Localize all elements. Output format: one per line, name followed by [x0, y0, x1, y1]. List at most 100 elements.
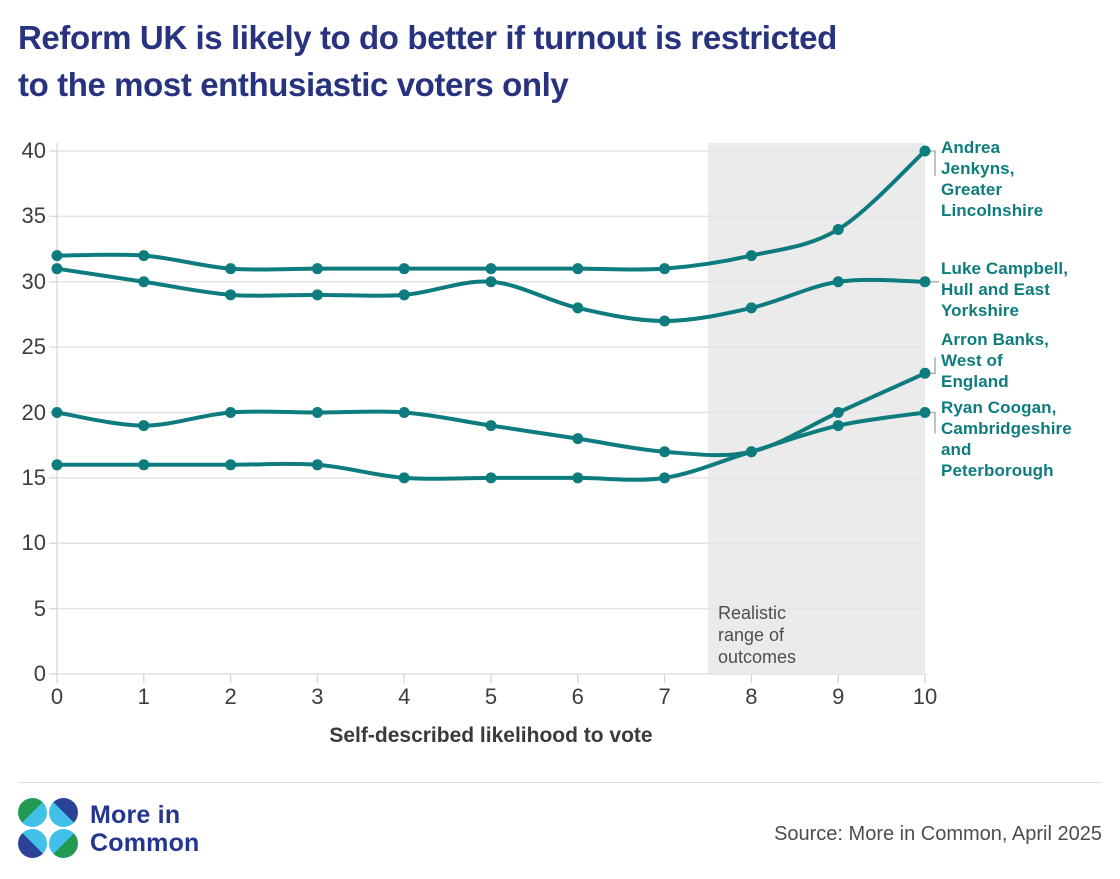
series-label-line: Yorkshire — [941, 301, 1020, 320]
data-point — [919, 276, 931, 288]
data-point — [659, 263, 671, 275]
y-tick-label: 25 — [21, 334, 46, 360]
data-point — [572, 263, 584, 275]
y-tick-label: 0 — [33, 661, 46, 686]
data-point — [659, 472, 671, 484]
data-point — [311, 407, 323, 418]
data-point — [832, 276, 844, 288]
logo-petal-icon — [18, 798, 47, 827]
x-tick-label: 0 — [50, 684, 64, 709]
data-point — [225, 289, 237, 301]
more-in-common-logo-icon — [18, 798, 78, 858]
data-point — [745, 446, 757, 458]
logo-petal-icon — [49, 829, 78, 858]
brand-wordmark-line2: Common — [90, 829, 200, 857]
data-point — [138, 420, 150, 432]
data-point — [659, 315, 671, 327]
y-tick-label: 40 — [21, 138, 46, 163]
logo-petal-icon — [49, 798, 78, 827]
data-point — [311, 263, 323, 275]
series-label-line: Peterborough — [941, 461, 1054, 480]
data-point — [398, 289, 410, 301]
chart-title: Reform UK is likely to do better if turn… — [18, 14, 837, 108]
data-point — [919, 145, 931, 157]
series-label-line: Jenkyns, — [941, 159, 1015, 178]
y-tick-label: 15 — [21, 464, 46, 490]
data-point — [398, 407, 410, 418]
series-label-line: Arron Banks, — [941, 330, 1049, 349]
series-label: Andrea Jenkyns, Greater Lincolnshire — [941, 137, 1119, 221]
x-tick-label: 9 — [832, 684, 845, 709]
data-point — [311, 289, 323, 301]
x-tick-label: 7 — [658, 684, 671, 709]
data-point — [225, 459, 237, 471]
data-point — [659, 446, 671, 458]
source-note: Source: More in Common, April 2025 — [774, 823, 1102, 845]
series-label-line: Ryan Coogan, — [941, 398, 1057, 417]
x-tick-label: 4 — [398, 684, 411, 709]
highlight-region-label: Realistic range of outcomes — [718, 602, 796, 668]
data-point — [311, 459, 323, 471]
series-label-line: England — [941, 372, 1009, 391]
data-point — [485, 420, 497, 432]
data-point — [398, 472, 410, 484]
brand-wordmark-line1: More in — [90, 801, 181, 829]
chart-title-line2: to the most enthusiastic voters only — [18, 66, 569, 103]
series-label-line: West of — [941, 351, 1003, 370]
series-label-line: Lincolnshire — [941, 201, 1044, 220]
data-point — [919, 367, 931, 379]
data-point — [225, 263, 237, 275]
y-tick-label: 20 — [21, 399, 46, 425]
y-tick-label: 30 — [21, 268, 46, 294]
highlight-region-label-line: Realistic — [718, 603, 787, 623]
data-point — [572, 433, 584, 445]
data-point — [51, 250, 63, 262]
data-point — [745, 250, 757, 262]
data-point — [51, 459, 63, 471]
series-label: Luke Campbell, Hull and East Yorkshire — [941, 258, 1119, 321]
data-point — [485, 276, 497, 288]
data-point — [919, 407, 931, 418]
data-point — [832, 223, 844, 235]
series-label-line: Luke Campbell, — [941, 259, 1069, 278]
x-tick-label: 2 — [224, 684, 237, 709]
data-point — [832, 420, 844, 432]
series-label: Ryan Coogan, Cambridgeshire and Peterboroug… — [941, 397, 1119, 481]
series-label-line: Andrea — [941, 138, 1001, 157]
data-point — [832, 407, 844, 418]
chart-title-line1: Reform UK is likely to do better if turn… — [18, 19, 837, 56]
data-point — [138, 459, 150, 471]
x-tick-label: 10 — [912, 684, 938, 709]
data-point — [485, 263, 497, 275]
data-point — [138, 276, 150, 288]
y-tick-label: 10 — [21, 530, 46, 556]
data-point — [51, 263, 63, 275]
x-tick-label: 8 — [745, 684, 758, 709]
data-point — [745, 302, 757, 314]
logo-petal-icon — [18, 829, 47, 858]
data-point — [51, 407, 63, 418]
brand-wordmark: More in Common — [90, 801, 200, 857]
data-point — [138, 250, 150, 262]
series-label-line: Cambridgeshire — [941, 419, 1072, 438]
data-point — [398, 263, 410, 275]
x-tick-label: 5 — [484, 684, 498, 709]
x-tick-label: 6 — [571, 684, 584, 709]
highlight-region-label-line: range of — [718, 625, 785, 645]
series-label: Arron Banks, West of England — [941, 329, 1119, 392]
x-tick-label: 1 — [137, 684, 150, 709]
y-tick-label: 5 — [33, 595, 46, 621]
series-label-line: and — [941, 440, 972, 459]
data-point — [572, 302, 584, 314]
highlight-region — [708, 143, 925, 674]
footer-divider — [18, 782, 1102, 783]
data-point — [225, 407, 237, 418]
x-tick-label: 3 — [311, 684, 324, 709]
series-label-line: Greater — [941, 180, 1003, 199]
series-label-line: Hull and East — [941, 280, 1050, 299]
highlight-region-label-line: outcomes — [718, 647, 797, 667]
data-point — [485, 472, 497, 484]
data-point — [572, 472, 584, 484]
